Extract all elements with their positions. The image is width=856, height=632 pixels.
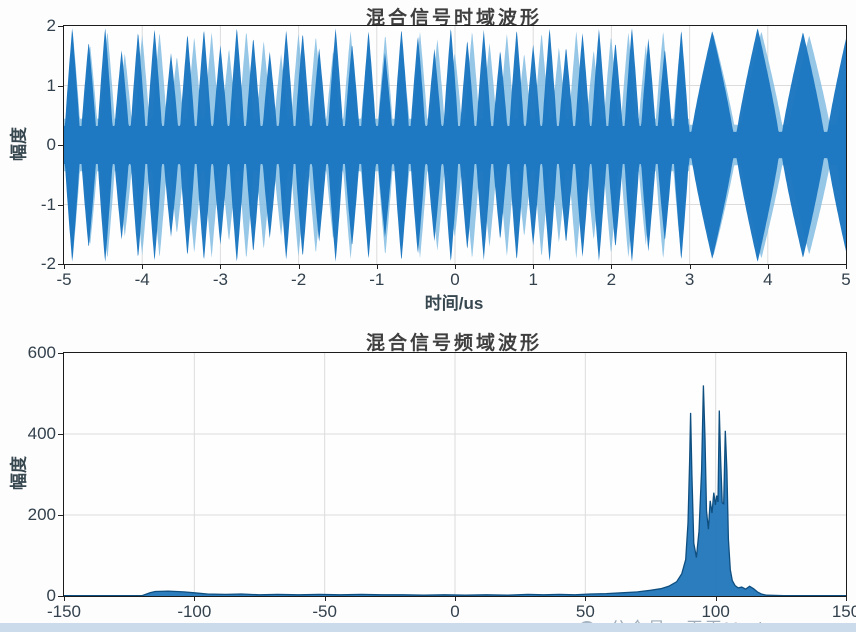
x-tick-label: 5 xyxy=(841,270,851,289)
time-domain-x-axis-label: 时间/us xyxy=(424,294,484,313)
x-tick-mark xyxy=(194,596,196,601)
y-tick-mark xyxy=(58,596,63,597)
x-tick-label: 3 xyxy=(684,270,695,289)
freq-domain-chart-title: 混合信号频域波形 xyxy=(365,333,542,354)
x-tick-mark xyxy=(220,264,222,269)
x-tick-mark xyxy=(64,596,65,601)
x-tick-label: 0 xyxy=(450,602,460,621)
y-tick-label: -1 xyxy=(40,194,56,214)
x-tick-mark xyxy=(376,264,378,269)
time-domain-plot-area: -5 -4 -3 -2 -1 0 1 2 3 4 5 -2 -1 0 1 2 xyxy=(41,16,851,289)
y-tick-mark xyxy=(58,353,63,354)
x-tick-label: -5 xyxy=(56,270,72,289)
y-tick-mark xyxy=(58,26,63,27)
x-tick-mark xyxy=(715,596,717,601)
x-tick-label: -150 xyxy=(46,602,82,621)
freq-domain-spectrum-svg xyxy=(64,353,846,596)
x-tick-mark xyxy=(689,264,691,269)
x-tick-mark xyxy=(767,264,769,269)
x-tick-label: 1 xyxy=(528,270,538,289)
x-tick-mark xyxy=(533,264,535,269)
time-domain-chart-title: 混合信号时域波形 xyxy=(365,8,542,29)
x-tick-mark xyxy=(846,596,847,601)
x-tick-mark xyxy=(611,264,613,269)
x-tick-mark xyxy=(64,264,65,269)
y-tick-mark xyxy=(58,145,63,146)
x-tick-mark xyxy=(585,596,587,601)
y-tick-label: 200 xyxy=(27,505,56,524)
x-tick-mark xyxy=(455,596,456,601)
y-tick-label: 0 xyxy=(46,135,56,154)
x-tick-label: -1 xyxy=(369,270,385,289)
x-tick-label: 2 xyxy=(606,270,617,289)
x-tick-mark xyxy=(142,264,144,269)
y-tick-label: 0 xyxy=(46,586,56,605)
x-tick-label: -3 xyxy=(212,270,228,289)
x-tick-label: 0 xyxy=(450,270,460,289)
y-tick-label: 1 xyxy=(46,75,56,95)
x-tick-label: 150 xyxy=(831,602,856,621)
y-tick-mark xyxy=(58,264,63,265)
y-tick-mark xyxy=(58,515,63,516)
freq-domain-y-axis-label: 幅度 xyxy=(9,456,29,490)
x-tick-label: 100 xyxy=(701,602,730,621)
y-tick-mark xyxy=(58,85,63,87)
y-tick-mark xyxy=(58,204,63,206)
freq-domain-plot-area: -150 -100 -50 0 50 100 150 0 200 400 600 xyxy=(28,343,856,621)
x-tick-label: 50 xyxy=(575,602,595,621)
y-tick-label: 600 xyxy=(27,343,56,362)
x-tick-label: -2 xyxy=(291,270,307,289)
x-tick-mark xyxy=(324,596,326,601)
x-tick-mark xyxy=(455,264,456,269)
x-tick-label: -50 xyxy=(312,602,337,621)
x-tick-label: -100 xyxy=(177,602,212,621)
y-tick-label: -2 xyxy=(40,254,56,273)
x-tick-mark xyxy=(298,264,300,269)
bottom-strip xyxy=(0,623,856,632)
y-tick-label: 400 xyxy=(27,424,56,443)
x-tick-mark xyxy=(846,264,847,269)
time-domain-waveform-svg xyxy=(64,26,846,264)
x-tick-label: -4 xyxy=(134,270,150,289)
y-tick-label: 2 xyxy=(46,16,56,35)
x-tick-label: 4 xyxy=(763,270,773,289)
y-tick-mark xyxy=(58,434,63,435)
